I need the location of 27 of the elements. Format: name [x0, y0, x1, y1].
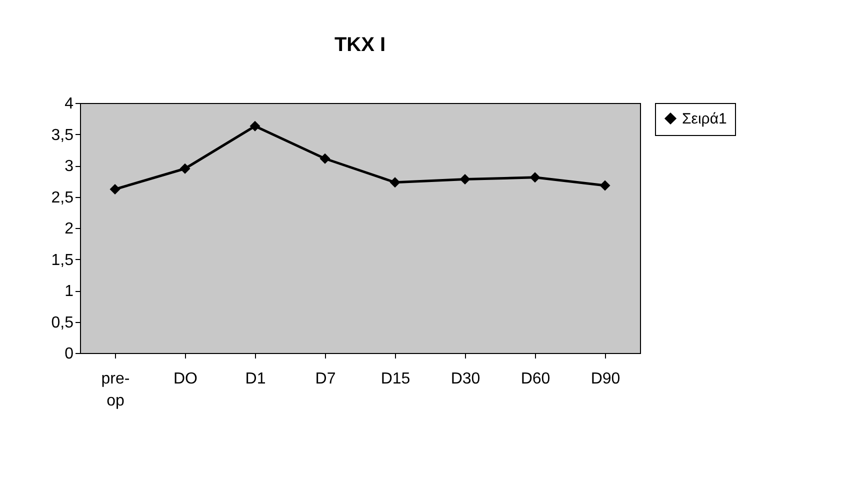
point: [250, 120, 260, 132]
y-tick-label: 0,5: [51, 314, 74, 332]
point: [460, 174, 470, 184]
y-tick-label: 4: [64, 96, 74, 112]
point: [600, 180, 610, 191]
x-tick-label: DO: [174, 370, 198, 388]
x-tick-label: D15: [380, 370, 410, 388]
x-tick-label: D90: [590, 370, 620, 388]
x-tick-label: pre- op: [101, 370, 130, 410]
y-tick-label: 3: [64, 158, 74, 175]
point: [320, 153, 330, 164]
y-tick-label: 3,5: [51, 126, 74, 144]
chart-title: TKX I: [334, 34, 386, 56]
x-tick-label: D1: [245, 370, 266, 388]
x-tick-label: D7: [315, 370, 336, 388]
x-tick-label: D60: [520, 370, 550, 388]
legend-label: Σειρά1: [682, 110, 727, 128]
x-tick-label: D30: [450, 370, 480, 388]
point: [530, 172, 540, 183]
y-tick-label: 0: [64, 346, 74, 362]
point: [110, 184, 120, 194]
point: [390, 177, 400, 188]
point: [180, 163, 190, 174]
y-tick-label: 2,5: [51, 189, 74, 206]
y-tick-label: 1: [64, 283, 74, 300]
y-tick-label: 1,5: [51, 252, 74, 269]
y-tick-label: 2: [64, 220, 74, 238]
